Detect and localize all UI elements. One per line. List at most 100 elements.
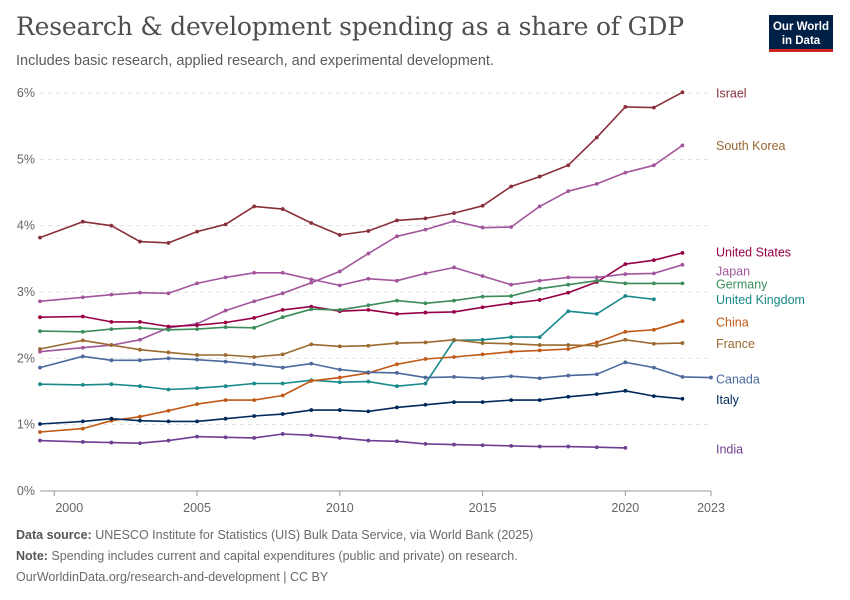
data-point[interactable] xyxy=(223,320,228,325)
data-point[interactable] xyxy=(280,207,285,211)
data-point[interactable] xyxy=(166,324,171,329)
data-point[interactable] xyxy=(138,337,142,342)
data-point[interactable] xyxy=(537,204,542,209)
data-point[interactable] xyxy=(109,319,114,324)
series-label[interactable]: South Korea xyxy=(716,139,786,153)
data-point[interactable] xyxy=(166,241,171,245)
data-point[interactable] xyxy=(423,357,428,361)
data-point[interactable] xyxy=(537,278,542,283)
data-point[interactable] xyxy=(480,337,485,342)
series-label[interactable]: France xyxy=(716,337,755,351)
data-point[interactable] xyxy=(38,315,42,320)
series-label[interactable]: United Kingdom xyxy=(716,293,805,307)
data-point[interactable] xyxy=(138,290,142,295)
data-point[interactable] xyxy=(252,381,257,386)
data-point[interactable] xyxy=(280,365,285,370)
data-point[interactable] xyxy=(452,337,456,342)
data-point[interactable] xyxy=(566,275,571,280)
series-line[interactable] xyxy=(39,338,683,358)
data-point[interactable] xyxy=(566,343,571,347)
data-point[interactable] xyxy=(680,341,685,345)
data-point[interactable] xyxy=(680,281,685,286)
data-point[interactable] xyxy=(537,376,542,381)
data-point[interactable] xyxy=(280,270,285,275)
data-point[interactable] xyxy=(309,361,314,366)
series-line[interactable] xyxy=(39,144,683,353)
data-point[interactable] xyxy=(423,442,428,446)
series-label[interactable]: United States xyxy=(716,246,791,260)
data-point[interactable] xyxy=(252,204,257,209)
data-point[interactable] xyxy=(480,274,485,278)
data-point[interactable] xyxy=(366,251,371,256)
data-point[interactable] xyxy=(252,270,257,275)
data-point[interactable] xyxy=(166,438,171,443)
data-point[interactable] xyxy=(651,365,656,370)
series-line[interactable] xyxy=(39,320,683,433)
data-point[interactable] xyxy=(195,281,199,286)
data-point[interactable] xyxy=(309,221,314,225)
data-point[interactable] xyxy=(594,311,599,316)
data-point[interactable] xyxy=(109,343,114,347)
data-point[interactable] xyxy=(594,275,599,280)
data-point[interactable] xyxy=(509,443,514,448)
data-point[interactable] xyxy=(680,262,685,267)
data-point[interactable] xyxy=(309,342,314,347)
data-point[interactable] xyxy=(252,362,257,367)
data-point[interactable] xyxy=(452,298,456,303)
data-point[interactable] xyxy=(280,412,285,416)
data-point[interactable] xyxy=(594,278,599,283)
data-point[interactable] xyxy=(337,283,342,288)
data-point[interactable] xyxy=(138,325,142,330)
data-point[interactable] xyxy=(223,384,228,389)
data-point[interactable] xyxy=(109,440,114,445)
data-point[interactable] xyxy=(395,362,399,367)
data-point[interactable] xyxy=(166,408,171,413)
data-point[interactable] xyxy=(423,216,428,221)
source-text[interactable]: UNESCO Institute for Statistics (UIS) Bu… xyxy=(91,528,534,542)
data-point[interactable] xyxy=(651,281,656,286)
data-point[interactable] xyxy=(452,442,456,447)
data-point[interactable] xyxy=(280,381,285,386)
data-point[interactable] xyxy=(223,359,228,364)
data-point[interactable] xyxy=(623,281,628,286)
data-point[interactable] xyxy=(509,301,514,306)
data-point[interactable] xyxy=(223,308,228,313)
data-point[interactable] xyxy=(480,225,485,230)
data-point[interactable] xyxy=(651,327,656,332)
series-line[interactable] xyxy=(39,295,654,391)
data-point[interactable] xyxy=(195,229,199,234)
data-point[interactable] xyxy=(80,295,85,300)
data-point[interactable] xyxy=(309,304,314,309)
series-germany[interactable] xyxy=(38,278,685,334)
data-point[interactable] xyxy=(480,294,485,299)
data-point[interactable] xyxy=(166,387,171,392)
data-point[interactable] xyxy=(480,352,485,357)
data-point[interactable] xyxy=(80,354,85,359)
data-point[interactable] xyxy=(38,430,42,434)
series-china[interactable] xyxy=(38,319,685,434)
series-line[interactable] xyxy=(39,252,683,328)
series-united-states[interactable] xyxy=(38,250,685,329)
data-point[interactable] xyxy=(138,384,142,389)
data-point[interactable] xyxy=(651,394,656,399)
data-point[interactable] xyxy=(38,349,42,354)
data-point[interactable] xyxy=(594,392,599,397)
data-point[interactable] xyxy=(566,347,571,351)
data-point[interactable] xyxy=(423,301,428,306)
data-point[interactable] xyxy=(651,341,656,346)
data-point[interactable] xyxy=(423,227,428,232)
data-point[interactable] xyxy=(395,311,399,316)
data-point[interactable] xyxy=(537,298,542,302)
data-point[interactable] xyxy=(594,372,599,377)
data-point[interactable] xyxy=(480,305,485,310)
data-point[interactable] xyxy=(38,382,42,387)
data-point[interactable] xyxy=(423,402,428,407)
data-point[interactable] xyxy=(395,341,399,345)
data-point[interactable] xyxy=(395,218,399,223)
data-point[interactable] xyxy=(80,382,85,387)
data-point[interactable] xyxy=(195,323,199,328)
data-point[interactable] xyxy=(566,282,571,287)
data-point[interactable] xyxy=(480,376,485,381)
data-point[interactable] xyxy=(509,349,514,354)
data-point[interactable] xyxy=(309,408,314,412)
